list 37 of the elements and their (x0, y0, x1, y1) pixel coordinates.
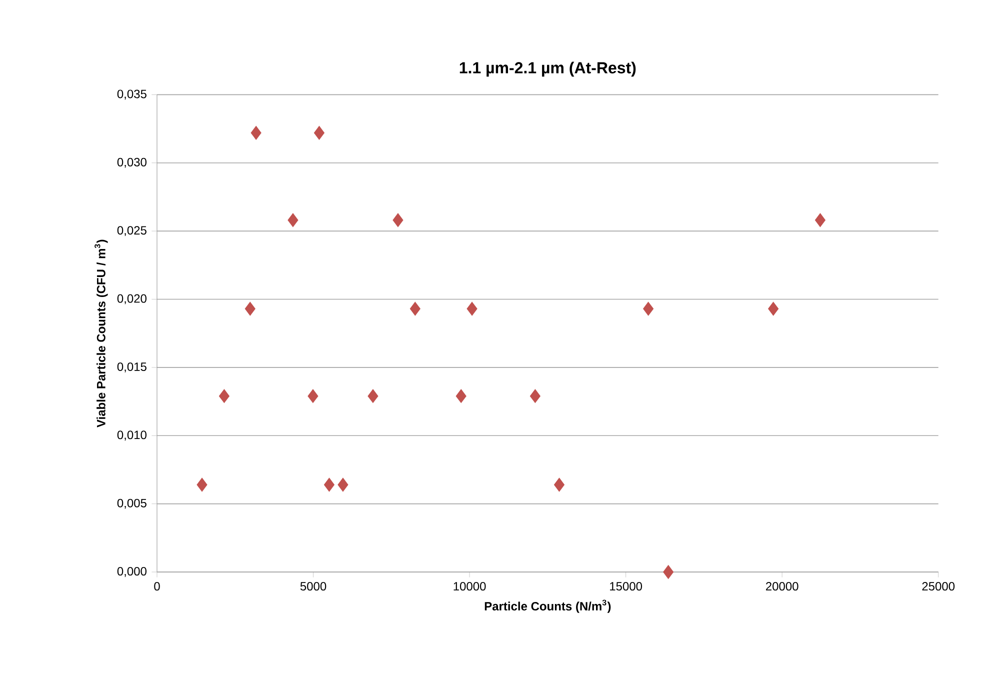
point (466, 302, 478, 316)
point (410, 302, 420, 316)
point (643, 302, 654, 316)
point (314, 126, 324, 140)
point (368, 389, 378, 404)
point (324, 478, 334, 492)
x-tick-label: 20000 (766, 582, 798, 591)
point (288, 213, 298, 228)
y-tick-label: 0,030 (117, 158, 146, 168)
y-tick-label: 0,025 (117, 226, 146, 236)
point (392, 213, 404, 228)
point (768, 302, 779, 316)
x-tick-label: 25000 (922, 582, 955, 591)
x-axis-title: Particle Counts (N/m$^{3}$) (484, 600, 611, 613)
y-tick-label: 0,020 (117, 294, 146, 304)
x-tick-label: 15000 (610, 582, 642, 591)
x-tick-label: 0 (154, 582, 160, 591)
point (814, 213, 826, 228)
y-axis-title: Viable Particle Counts (CFU / m$^{3}$) (94, 240, 108, 428)
point (338, 478, 348, 492)
point (218, 389, 230, 404)
chart-title: 1.1 µm-2.1 µm (At-Rest) (460, 62, 636, 77)
y-tick-label: 0,000 (117, 567, 146, 577)
y-tick-label: 0,010 (117, 430, 146, 441)
y-tick-label: 0,015 (117, 362, 146, 372)
point (663, 565, 674, 579)
point (196, 478, 208, 492)
x-tick-label: 10000 (454, 582, 486, 591)
point (250, 126, 262, 140)
point (308, 389, 318, 404)
x-tick-label: 5000 (300, 582, 326, 591)
point (244, 302, 256, 316)
point (530, 389, 540, 404)
y-tick-label: 0,035 (117, 90, 146, 100)
y-tick-label: 0,005 (117, 498, 146, 509)
point (456, 389, 466, 404)
point (554, 478, 565, 492)
